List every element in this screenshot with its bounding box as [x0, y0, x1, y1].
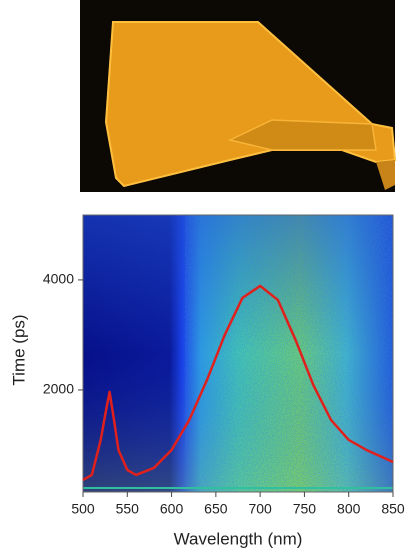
x-tick-label: 750 — [293, 501, 317, 517]
x-tick-label: 850 — [381, 501, 405, 517]
x-tick-label: 700 — [248, 501, 272, 517]
micrograph — [80, 0, 397, 192]
x-tick-label: 500 — [71, 501, 95, 517]
x-axis-label: Wavelength (nm) — [174, 529, 303, 548]
x-tick-label: 650 — [204, 501, 228, 517]
spectrum-line — [82, 284, 394, 482]
streak-image — [82, 214, 394, 493]
x-tick-label: 800 — [337, 501, 361, 517]
y-tick-label: 4000 — [43, 271, 74, 287]
x-tick-label: 550 — [116, 501, 140, 517]
y-axis-label: Time (ps) — [9, 314, 28, 385]
y-tick-label: 2000 — [43, 381, 74, 397]
x-tick-label: 600 — [160, 501, 184, 517]
